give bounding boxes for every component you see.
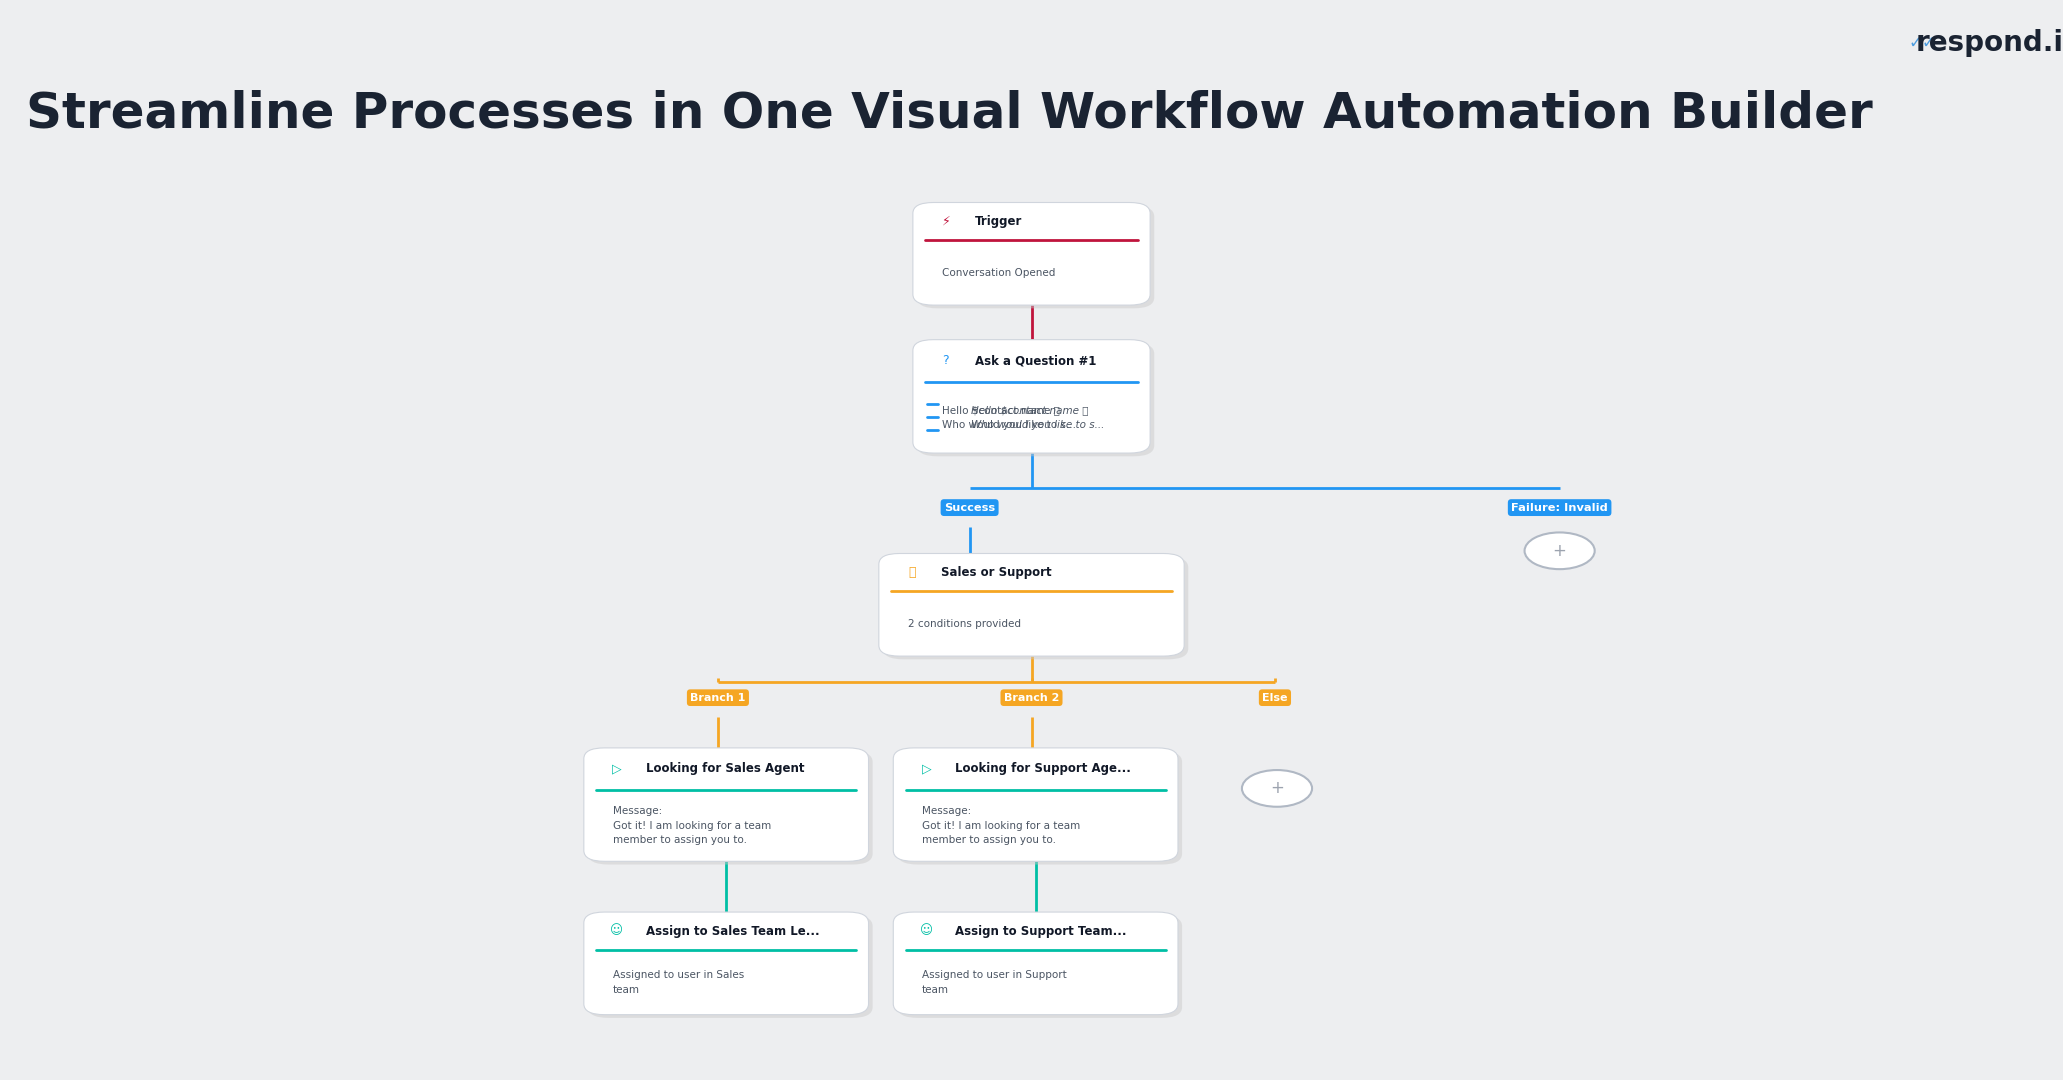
Text: Assign to Sales Team Le...: Assign to Sales Team Le... bbox=[646, 924, 819, 937]
Text: ?: ? bbox=[943, 354, 949, 367]
FancyBboxPatch shape bbox=[893, 912, 1178, 1015]
Text: +: + bbox=[1553, 542, 1566, 559]
Text: Failure: Invalid: Failure: Invalid bbox=[1512, 502, 1607, 513]
Text: Assigned to user in Sales
team: Assigned to user in Sales team bbox=[613, 970, 745, 995]
FancyBboxPatch shape bbox=[897, 752, 1182, 864]
Text: Assign to Support Team...: Assign to Support Team... bbox=[955, 924, 1126, 937]
Text: Conversation Opened: Conversation Opened bbox=[941, 268, 1054, 278]
Text: +: + bbox=[1271, 780, 1283, 797]
FancyBboxPatch shape bbox=[883, 557, 1188, 659]
Text: Hello $contact.name 👋
Who would you like to s...: Hello $contact.name 👋 Who would you like… bbox=[972, 405, 1104, 430]
Text: Looking for Sales Agent: Looking for Sales Agent bbox=[646, 762, 805, 775]
FancyBboxPatch shape bbox=[914, 339, 1151, 453]
Text: ▷: ▷ bbox=[922, 762, 930, 775]
Text: Streamline Processes in One Visual Workflow Automation Builder: Streamline Processes in One Visual Workf… bbox=[25, 90, 1873, 137]
Text: Message:
Got it! I am looking for a team
member to assign you to.: Message: Got it! I am looking for a team… bbox=[613, 806, 772, 845]
FancyBboxPatch shape bbox=[914, 203, 1151, 305]
Circle shape bbox=[1525, 532, 1595, 569]
FancyBboxPatch shape bbox=[893, 747, 1178, 862]
Text: ✓✓: ✓✓ bbox=[1908, 35, 1937, 52]
Text: 2 conditions provided: 2 conditions provided bbox=[908, 619, 1021, 629]
Text: Branch 2: Branch 2 bbox=[1005, 692, 1058, 703]
Text: Message:
Got it! I am looking for a team
member to assign you to.: Message: Got it! I am looking for a team… bbox=[922, 806, 1081, 845]
FancyBboxPatch shape bbox=[879, 553, 1184, 656]
Text: ☺: ☺ bbox=[611, 924, 623, 937]
Text: Else: Else bbox=[1263, 692, 1287, 703]
Text: ⛭: ⛭ bbox=[908, 566, 916, 579]
Text: Assigned to user in Support
team: Assigned to user in Support team bbox=[922, 970, 1067, 995]
FancyBboxPatch shape bbox=[918, 205, 1155, 308]
Text: Hello $contact.name 👋
Who would you like to s...: Hello $contact.name 👋 Who would you like… bbox=[941, 405, 1075, 430]
Text: Success: Success bbox=[945, 502, 994, 513]
FancyBboxPatch shape bbox=[918, 343, 1155, 456]
Text: Trigger: Trigger bbox=[976, 215, 1021, 228]
Text: Ask a Question #1: Ask a Question #1 bbox=[976, 354, 1095, 367]
Text: Looking for Support Age...: Looking for Support Age... bbox=[955, 762, 1131, 775]
Text: Sales or Support: Sales or Support bbox=[941, 566, 1052, 579]
FancyBboxPatch shape bbox=[588, 916, 873, 1017]
Text: Branch 1: Branch 1 bbox=[691, 692, 745, 703]
FancyBboxPatch shape bbox=[584, 912, 869, 1015]
Circle shape bbox=[1242, 770, 1312, 807]
FancyBboxPatch shape bbox=[584, 747, 869, 862]
Text: respond.io: respond.io bbox=[1914, 29, 2063, 57]
Text: ▷: ▷ bbox=[613, 762, 621, 775]
Text: ☺: ☺ bbox=[920, 924, 932, 937]
FancyBboxPatch shape bbox=[588, 752, 873, 864]
FancyBboxPatch shape bbox=[897, 916, 1182, 1017]
Text: ⚡: ⚡ bbox=[941, 215, 951, 228]
